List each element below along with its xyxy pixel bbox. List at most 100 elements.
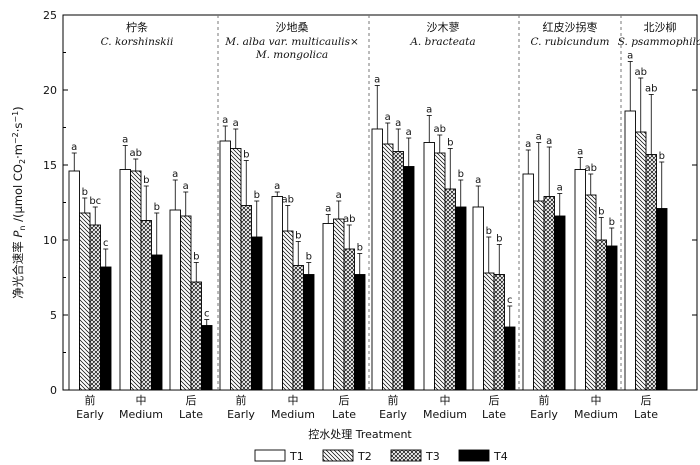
x-tick-label-cn: 中	[440, 394, 451, 407]
bar-t4	[403, 166, 415, 391]
legend-label-t4: T4	[493, 450, 508, 463]
significance-letter: b	[357, 243, 363, 254]
bar-t4	[455, 206, 467, 391]
significance-letter: a	[222, 115, 228, 126]
significance-letter: b	[295, 231, 301, 242]
bar-t1	[472, 206, 484, 391]
y-axis-title-part: /(μmol CO	[11, 164, 25, 226]
x-tick-label-cn: 后	[641, 394, 652, 407]
x-tick-label-cn: 前	[539, 393, 550, 407]
bar-t2	[79, 212, 91, 391]
significance-letter: b	[154, 202, 160, 213]
legend-swatch-t3	[390, 449, 422, 462]
x-tick-label-cn: 前	[388, 393, 399, 407]
y-axis-title-part: −1	[11, 111, 20, 123]
bar-t4	[303, 274, 315, 391]
x-tick-label-en: Late	[634, 408, 658, 421]
x-tick-label-cn: 后	[186, 394, 197, 407]
x-axis-title: 控水处理 Treatment	[308, 427, 412, 441]
y-axis-title-part: )	[11, 106, 25, 111]
x-tick-label-en: Early	[379, 408, 407, 421]
bar-t3	[493, 274, 505, 391]
species-name-latin: A. bracteata	[409, 36, 475, 48]
y-axis-title-part: −2	[11, 132, 20, 144]
significance-letter: a	[546, 136, 552, 147]
significance-letter: a	[395, 118, 401, 129]
significance-letter: bc	[89, 196, 101, 207]
x-tick-label-en: Early	[530, 408, 558, 421]
bar-t1	[624, 110, 636, 391]
significance-letter: ab	[343, 214, 355, 225]
bar-t1	[271, 196, 283, 391]
species-name-cn: 北沙柳	[644, 20, 677, 34]
x-tick-label-en: Late	[179, 408, 203, 421]
bar-t2	[382, 143, 394, 391]
y-tick-label: 10	[43, 234, 57, 247]
x-tick-label-en: Late	[332, 408, 356, 421]
bar-t2	[230, 148, 242, 391]
bar-t3	[645, 154, 657, 391]
significance-letter: b	[82, 187, 88, 198]
species-name-latin: M. alba var. multicaulis×	[224, 36, 359, 48]
significance-letter: b	[486, 226, 492, 237]
legend-label-t3: T3	[425, 450, 440, 463]
significance-letter: b	[193, 252, 199, 263]
species-name-cn: 柠条	[126, 20, 148, 34]
significance-letter: c	[204, 309, 210, 320]
bar-t2	[483, 272, 495, 391]
significance-letter: ab	[635, 67, 647, 78]
significance-letter: a	[183, 181, 189, 192]
bar-t3	[292, 265, 304, 391]
y-axis-title-part: P	[11, 231, 25, 238]
significance-letter: ab	[434, 124, 446, 135]
species-name-latin: M. mongolica	[255, 49, 328, 61]
significance-letter: b	[243, 150, 249, 161]
x-tick-label-cn: 中	[288, 394, 299, 407]
significance-letter: b	[496, 234, 502, 245]
bar-t4	[504, 326, 516, 391]
significance-letter: b	[598, 207, 604, 218]
significance-letter: b	[143, 175, 149, 186]
x-tick-label-cn: 中	[591, 394, 602, 407]
bars-layer	[68, 61, 668, 391]
bar-t1	[423, 142, 435, 391]
x-tick-label-en: Medium	[574, 408, 618, 421]
bar-t1	[371, 128, 383, 391]
significance-letter: a	[274, 181, 280, 192]
x-tick-label-cn: 前	[236, 393, 247, 407]
significance-letter: a	[336, 190, 342, 201]
x-tick-label-cn: 后	[489, 394, 500, 407]
bar-t3	[392, 151, 404, 391]
y-tick-label: 5	[50, 309, 57, 322]
significance-letter: a	[536, 132, 542, 143]
significance-letter: a	[385, 112, 391, 123]
bar-t3	[595, 239, 607, 391]
species-name-cn: 沙木蓼	[427, 21, 460, 34]
legend-swatch-t4	[458, 449, 490, 462]
legend-label-t2: T2	[357, 450, 372, 463]
bar-t4	[251, 236, 263, 391]
significance-letter: a	[406, 127, 412, 138]
bar-t1	[119, 169, 131, 391]
x-tick-label-en: Medium	[423, 408, 467, 421]
bar-t4	[100, 266, 112, 391]
y-tick-label: 20	[43, 84, 57, 97]
y-axis-title-part: 2	[18, 159, 27, 164]
bar-t3	[140, 220, 152, 391]
species-name-latin: C. korshinskii	[101, 36, 174, 48]
bar-t2	[333, 218, 345, 391]
species-name-cn: 沙地桑	[276, 21, 309, 34]
bar-t4	[656, 208, 668, 391]
bar-t3	[543, 196, 555, 391]
bar-t3	[343, 248, 355, 391]
y-tick-label: 15	[43, 159, 57, 172]
legend-label-t1: T1	[289, 450, 304, 463]
y-tick-label: 25	[43, 9, 57, 22]
bar-t1	[574, 169, 586, 391]
species-name-latin: C. rubicundum	[530, 36, 609, 48]
bar-t1	[219, 140, 231, 391]
bar-t2	[434, 152, 446, 391]
x-tick-label-cn: 后	[339, 394, 350, 407]
bar-t3	[444, 188, 456, 391]
x-tick-label-en: Late	[482, 408, 506, 421]
